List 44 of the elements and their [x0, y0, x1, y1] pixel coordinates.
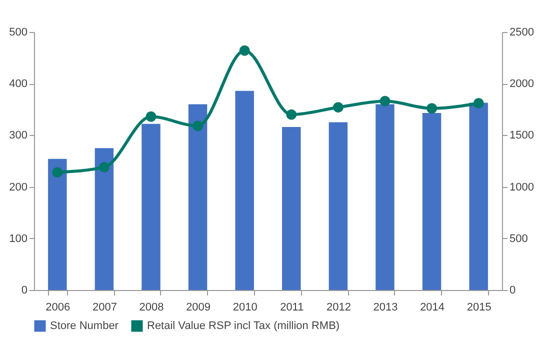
y-tick-label: 300 [9, 130, 28, 142]
point [98, 162, 110, 172]
bar [469, 102, 488, 290]
x-tick-label: 2015 [466, 302, 492, 314]
legend-label: Store Number [50, 320, 119, 332]
y-tick-label: 100 [9, 232, 28, 245]
bar [282, 126, 301, 290]
bar [328, 122, 348, 290]
point [286, 109, 297, 120]
bar [94, 148, 114, 290]
bar [376, 104, 394, 290]
x-tick-label: 2012 [326, 302, 351, 314]
y2-tick-label: 0 [510, 284, 516, 296]
point [426, 103, 438, 114]
y2-tick-label: 2000 [510, 78, 534, 90]
point [473, 98, 484, 108]
point [52, 167, 63, 178]
y-tick-label: 500 [9, 26, 28, 38]
point [380, 96, 390, 106]
point [332, 102, 344, 113]
x-tick-label: 2010 [232, 302, 258, 314]
y2-tick-label: 1000 [510, 181, 534, 194]
x-tick-label: 2008 [139, 302, 164, 314]
x-tick-label: 2014 [420, 302, 445, 314]
bar [142, 124, 160, 290]
y2-tick-label: 1500 [510, 130, 534, 142]
bar [188, 104, 208, 290]
legend-label: Retail Value RSP incl Tax (million RMB) [147, 320, 340, 332]
bar [422, 113, 442, 290]
x-tick-label: 2013 [373, 302, 398, 314]
y2-tick-label: 2500 [510, 26, 534, 38]
x-tick-label: 2007 [92, 302, 117, 314]
y-tick-label: 400 [9, 78, 28, 90]
y-tick-label: 200 [9, 181, 28, 194]
y2-tick-label: 500 [510, 232, 528, 245]
bar [235, 90, 254, 290]
point [239, 45, 250, 56]
y-tick-label: 0 [21, 284, 28, 296]
x-tick-label: 2011 [280, 302, 304, 314]
bar [48, 158, 67, 290]
point [146, 111, 156, 122]
x-tick-label: 2009 [186, 302, 211, 314]
x-tick-label: 2006 [46, 302, 70, 314]
point [192, 120, 204, 132]
